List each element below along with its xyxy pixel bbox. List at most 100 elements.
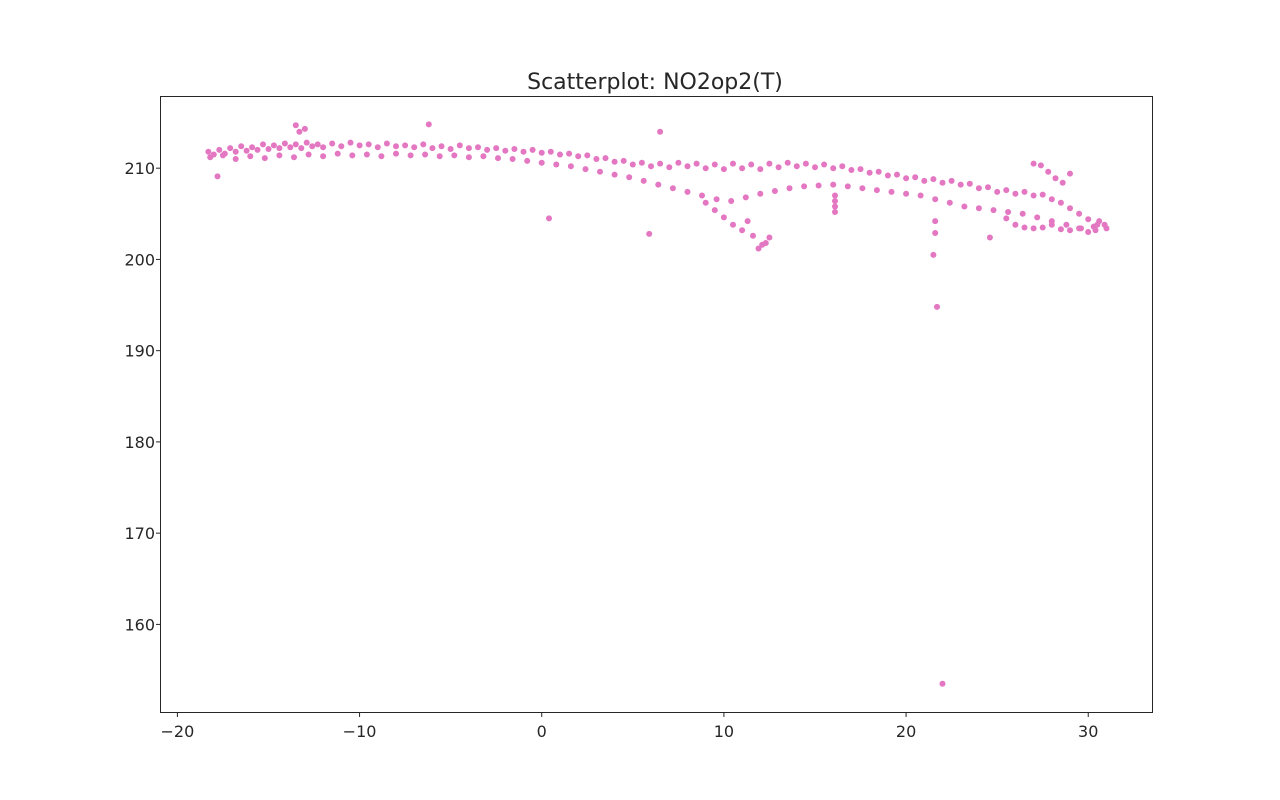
x-axis: −20 −10 0 10 20 30 xyxy=(161,712,1098,741)
scatter-point xyxy=(425,121,432,128)
scatter-point xyxy=(265,146,272,152)
scatter-point xyxy=(420,141,427,148)
x-tick-label: 10 xyxy=(714,722,734,741)
scatter-point xyxy=(1067,205,1073,212)
y-tick-label: 160 xyxy=(124,615,155,634)
scatter-point xyxy=(584,152,591,159)
scatter-point xyxy=(994,188,1001,195)
scatter-point xyxy=(771,188,778,194)
scatter-point xyxy=(238,143,245,150)
scatter-point xyxy=(742,194,749,201)
plot-frame xyxy=(160,96,1153,713)
scatter-point xyxy=(666,164,673,171)
scatter-point xyxy=(775,164,782,171)
scatter-point xyxy=(1003,187,1010,194)
scatter-point xyxy=(932,218,939,225)
scatter-point xyxy=(254,146,261,153)
scatter-point xyxy=(839,163,846,170)
scatter-point xyxy=(374,144,381,151)
scatter-point xyxy=(465,145,472,152)
scatter-point xyxy=(493,145,500,152)
scatter-point xyxy=(214,173,221,180)
scatter-point xyxy=(261,155,268,162)
scatter-point xyxy=(884,172,891,179)
scatter-point xyxy=(1057,199,1064,206)
scatter-point xyxy=(903,190,910,197)
scatter-point xyxy=(334,150,341,157)
scatter-point xyxy=(832,198,838,204)
scatter-point xyxy=(912,174,919,181)
scatter-point xyxy=(957,181,964,188)
scatter-point xyxy=(547,148,554,155)
scatter-point xyxy=(365,141,372,148)
scatter-point xyxy=(702,199,709,206)
scatter-point xyxy=(1005,209,1012,215)
scatter-point xyxy=(305,151,312,158)
scatter-point xyxy=(524,157,531,164)
scatter-point xyxy=(832,192,838,199)
scatter-point xyxy=(832,203,838,210)
scatter-point xyxy=(529,146,536,153)
scatter-point xyxy=(509,156,516,162)
scatter-point xyxy=(757,166,764,173)
scatter-point xyxy=(762,240,769,246)
scatter-point xyxy=(1067,227,1073,234)
scatter-point xyxy=(939,680,946,687)
scatter-point xyxy=(557,151,563,158)
scatter-point xyxy=(216,146,223,153)
scatter-point xyxy=(438,143,445,150)
scatter-point xyxy=(903,175,910,182)
scatter-point xyxy=(356,142,363,149)
scatter-point xyxy=(1048,221,1055,228)
scatter-point xyxy=(657,128,664,135)
scatter-point xyxy=(750,232,756,239)
scatter-point xyxy=(684,163,691,170)
scatter-point xyxy=(597,168,603,175)
scatter-point xyxy=(1085,229,1092,235)
scatter-point xyxy=(784,159,791,166)
scatter-point xyxy=(383,140,390,147)
scatter-point xyxy=(1030,160,1037,167)
scatter-point xyxy=(921,177,928,184)
scatter-point xyxy=(793,163,800,170)
scatter-point xyxy=(553,161,560,168)
scatter-point xyxy=(1076,225,1083,232)
scatter-point xyxy=(296,128,303,135)
scatter-point xyxy=(1034,214,1041,221)
scatter-point xyxy=(232,156,239,162)
scatter-point xyxy=(646,230,653,237)
scatter-point xyxy=(484,146,491,153)
x-tick-label: 0 xyxy=(537,722,547,741)
scatter-point xyxy=(402,142,409,149)
scatter-point xyxy=(575,153,582,160)
scatter-point xyxy=(894,171,900,178)
scatter-point xyxy=(347,139,354,146)
scatter-point xyxy=(349,152,356,159)
scatter-point xyxy=(975,205,982,212)
scatter-point xyxy=(475,144,481,151)
scatter-point xyxy=(812,164,818,171)
scatter-point xyxy=(711,207,718,214)
scatter-point xyxy=(720,166,727,173)
scatter-point xyxy=(757,190,764,197)
scatter-point xyxy=(260,141,266,148)
scatter-point xyxy=(711,161,718,168)
scatter-point xyxy=(1012,190,1019,197)
scatter-point xyxy=(320,144,327,151)
scatter-point xyxy=(1003,215,1010,222)
scatter-point xyxy=(801,183,808,190)
scatter-point xyxy=(961,203,968,210)
scatter-point xyxy=(407,152,414,159)
scatter-point xyxy=(1063,221,1070,228)
scatter-point xyxy=(611,158,618,165)
scatter-point xyxy=(766,234,773,241)
scatter-point xyxy=(520,148,527,155)
scatter-point xyxy=(338,143,345,150)
scatter-point xyxy=(582,166,589,173)
scatter-point xyxy=(873,187,880,194)
scatter-point xyxy=(693,160,700,167)
scatter-point xyxy=(830,165,837,172)
scatter-point xyxy=(546,215,552,222)
scatter-point xyxy=(932,230,939,236)
